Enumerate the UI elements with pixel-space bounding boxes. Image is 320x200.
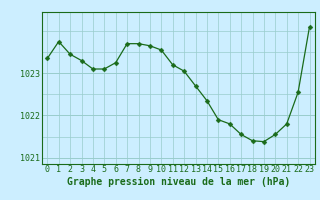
X-axis label: Graphe pression niveau de la mer (hPa): Graphe pression niveau de la mer (hPa) — [67, 177, 290, 187]
